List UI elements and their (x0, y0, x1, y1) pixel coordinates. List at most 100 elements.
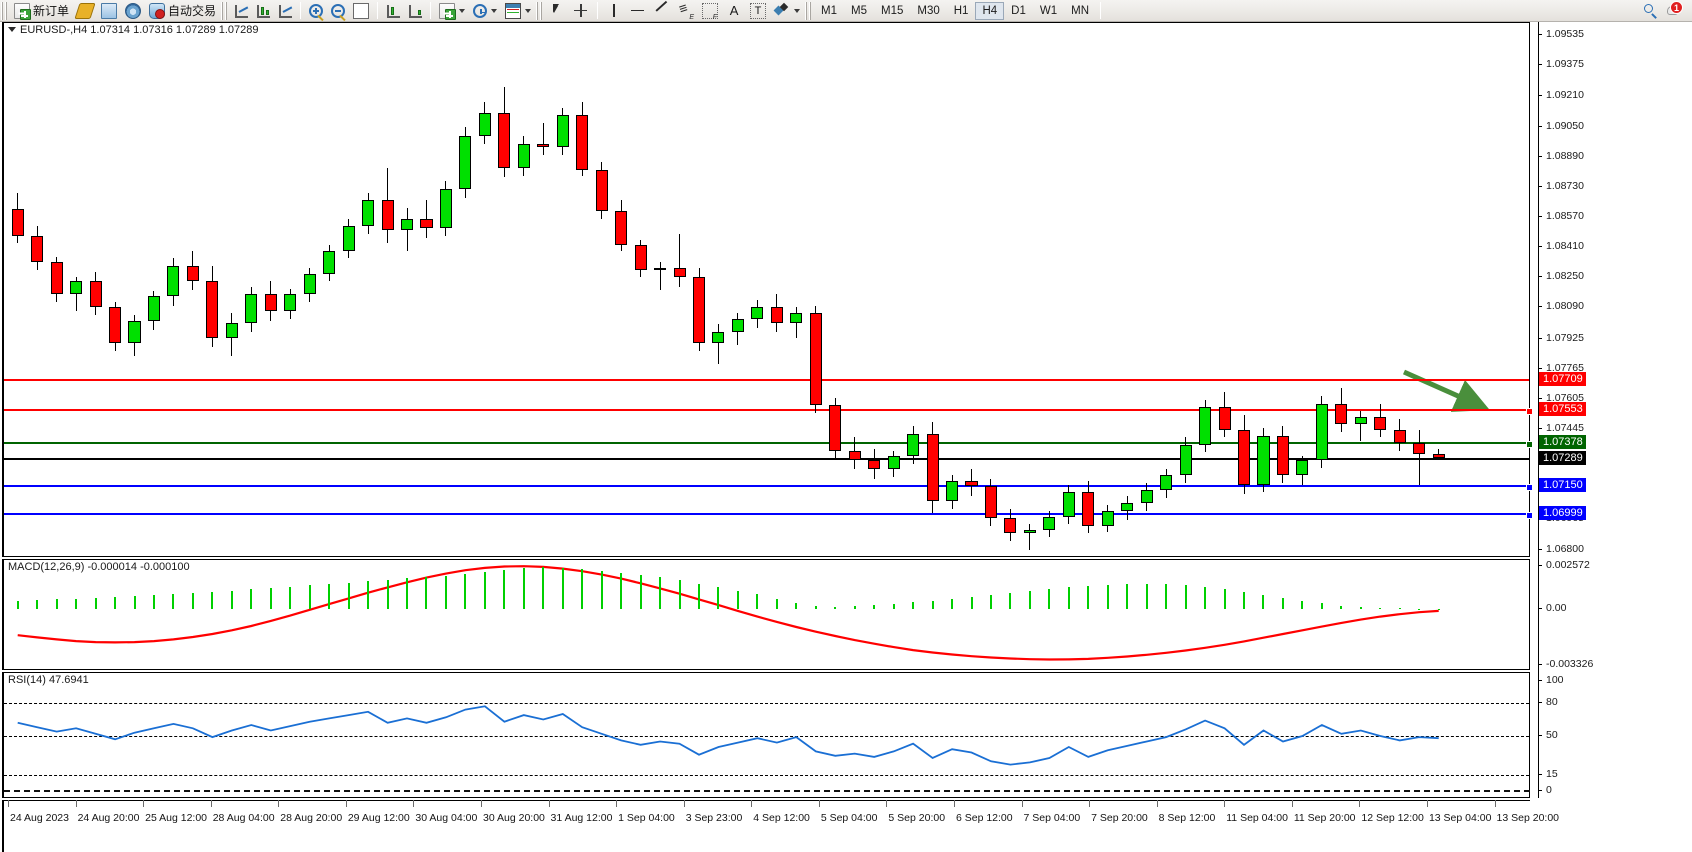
timeframe-mn[interactable]: MN (1071, 4, 1089, 17)
level-handle[interactable] (1526, 407, 1533, 415)
line-chart-button[interactable] (274, 1, 296, 21)
time-tick (818, 800, 820, 807)
candlestick (907, 426, 920, 464)
channel-button[interactable]: F (698, 1, 722, 21)
level-line-1.07709[interactable] (4, 379, 1529, 382)
timeframe-h1[interactable]: H1 (953, 4, 969, 17)
candlestick (576, 102, 589, 176)
trendline-button[interactable] (650, 1, 674, 21)
vertical-line-button[interactable] (602, 1, 626, 21)
shapes-button[interactable] (770, 1, 804, 21)
time-label: 13 Sep 20:00 (1496, 812, 1560, 824)
text-label-button[interactable]: A (722, 1, 746, 21)
toolbar-grip-4[interactable] (805, 1, 813, 20)
period-button[interactable] (469, 1, 501, 21)
gold-bar-icon (74, 2, 96, 19)
gold-bar-button[interactable] (73, 1, 97, 21)
toolbar-grip[interactable] (1, 1, 8, 20)
macd-histogram-bar (620, 572, 623, 610)
auto-trading-button[interactable]: 自动交易 (145, 1, 220, 21)
candlestick-chart-button[interactable] (252, 1, 274, 21)
bar-chart-button[interactable] (230, 1, 252, 21)
candlestick (1296, 456, 1309, 485)
horizontal-line-button[interactable] (626, 1, 650, 21)
candlestick (284, 288, 297, 319)
toolbar-grip-3[interactable] (536, 1, 544, 20)
auto-scroll-button[interactable] (404, 1, 426, 21)
level-line-1.07289[interactable] (4, 458, 1529, 461)
chart-container[interactable]: EURUSD-,H4 1.07314 1.07316 1.07289 1.072… (0, 22, 1692, 852)
alerts-button[interactable]: 1 (1662, 0, 1686, 21)
timeframe-h4[interactable]: H4 (975, 1, 1005, 20)
zoom-in-button[interactable] (305, 1, 327, 21)
timeframe-w1[interactable]: W1 (1039, 4, 1058, 17)
chevron-down-icon-4[interactable] (794, 8, 801, 13)
zoom-out-button[interactable] (327, 1, 349, 21)
time-label: 1 Sep 04:00 (618, 812, 675, 824)
time-tick (1156, 800, 1158, 807)
tile-windows-button[interactable] (349, 1, 373, 21)
macd-histogram-bar (308, 585, 311, 610)
macd-histogram-bar (912, 602, 915, 610)
macd-histogram-bar (989, 594, 992, 610)
line-chart-icon (279, 5, 293, 18)
candlestick (673, 233, 686, 287)
candlestick (692, 267, 706, 351)
price-chart-pane[interactable]: EURUSD-,H4 1.07314 1.07316 1.07289 1.072… (2, 22, 1533, 557)
text-box-button[interactable]: T (746, 1, 770, 21)
market-watch-button[interactable] (97, 1, 121, 21)
level-handle[interactable] (1526, 440, 1533, 448)
toolbar-separator-3 (430, 2, 432, 19)
candlestick (31, 226, 44, 270)
timeframe-m15[interactable]: M15 (881, 4, 904, 17)
timeframe-m5[interactable]: M5 (851, 4, 867, 17)
shift-end-button[interactable] (382, 1, 404, 21)
level-handle[interactable] (1526, 483, 1533, 491)
rsi-pane[interactable]: RSI(14) 47.6941 (2, 672, 1530, 798)
macd-histogram-bar (853, 606, 856, 610)
level-line-1.07378[interactable] (4, 440, 1533, 448)
toolbar-grip-2[interactable] (221, 1, 229, 20)
collapse-triangle-icon[interactable] (8, 27, 16, 32)
time-tick (1224, 800, 1226, 807)
time-label: 24 Aug 2023 (10, 812, 69, 824)
level-line-1.06999[interactable] (4, 511, 1533, 519)
macd-histogram-bar (211, 592, 214, 610)
templates-button[interactable] (501, 1, 535, 21)
timeframe-d1[interactable]: D1 (1011, 4, 1026, 17)
chevron-down-icon[interactable] (459, 8, 466, 13)
market-watch-icon (101, 2, 118, 19)
search-button[interactable] (1638, 1, 1662, 21)
level-line-1.07553[interactable] (4, 407, 1533, 415)
fibonacci-button[interactable]: E (674, 1, 698, 21)
timeframe-m30[interactable]: M30 (917, 4, 940, 17)
chart-title: EURUSD-,H4 1.07314 1.07316 1.07289 1.072… (8, 24, 259, 36)
shapes-icon (773, 2, 790, 19)
candlestick (770, 294, 783, 332)
time-label: 4 Sep 12:00 (753, 812, 810, 824)
candlestick (342, 218, 355, 259)
add-indicator-button[interactable] (435, 1, 469, 21)
radar-button[interactable] (121, 1, 145, 21)
chevron-down-icon-3[interactable] (525, 8, 532, 13)
macd-histogram-bar (1243, 591, 1246, 610)
cursor-button[interactable] (545, 1, 569, 21)
time-axis[interactable]: 24 Aug 2023 24 Aug 20:00 25 Aug 12:00 28 Au… (2, 790, 1559, 852)
candlestick (984, 478, 997, 526)
level-line-1.07150[interactable] (4, 483, 1533, 491)
crosshair-button[interactable] (569, 1, 593, 21)
cursor-icon (549, 3, 565, 19)
macd-histogram-bar (1320, 603, 1323, 610)
price-axis[interactable]: 1.09535 1.09375 1.09210 1.09050 1.08890 1.087… (1530, 22, 1692, 852)
auto-scroll-icon (409, 5, 423, 18)
tile-windows-icon (353, 2, 370, 19)
candlestick (790, 307, 803, 338)
candlestick (1374, 403, 1387, 438)
macd-histogram-bar (347, 582, 350, 610)
timeframe-m1[interactable]: M1 (821, 4, 838, 17)
macd-histogram-bar (678, 580, 681, 610)
level-handle[interactable] (1526, 511, 1533, 519)
macd-pane[interactable]: MACD(12,26,9) -0.000014 -0.000100 (2, 559, 1530, 670)
chevron-down-icon-2[interactable] (491, 8, 498, 13)
new-order-button[interactable]: 新订单 (10, 1, 73, 21)
